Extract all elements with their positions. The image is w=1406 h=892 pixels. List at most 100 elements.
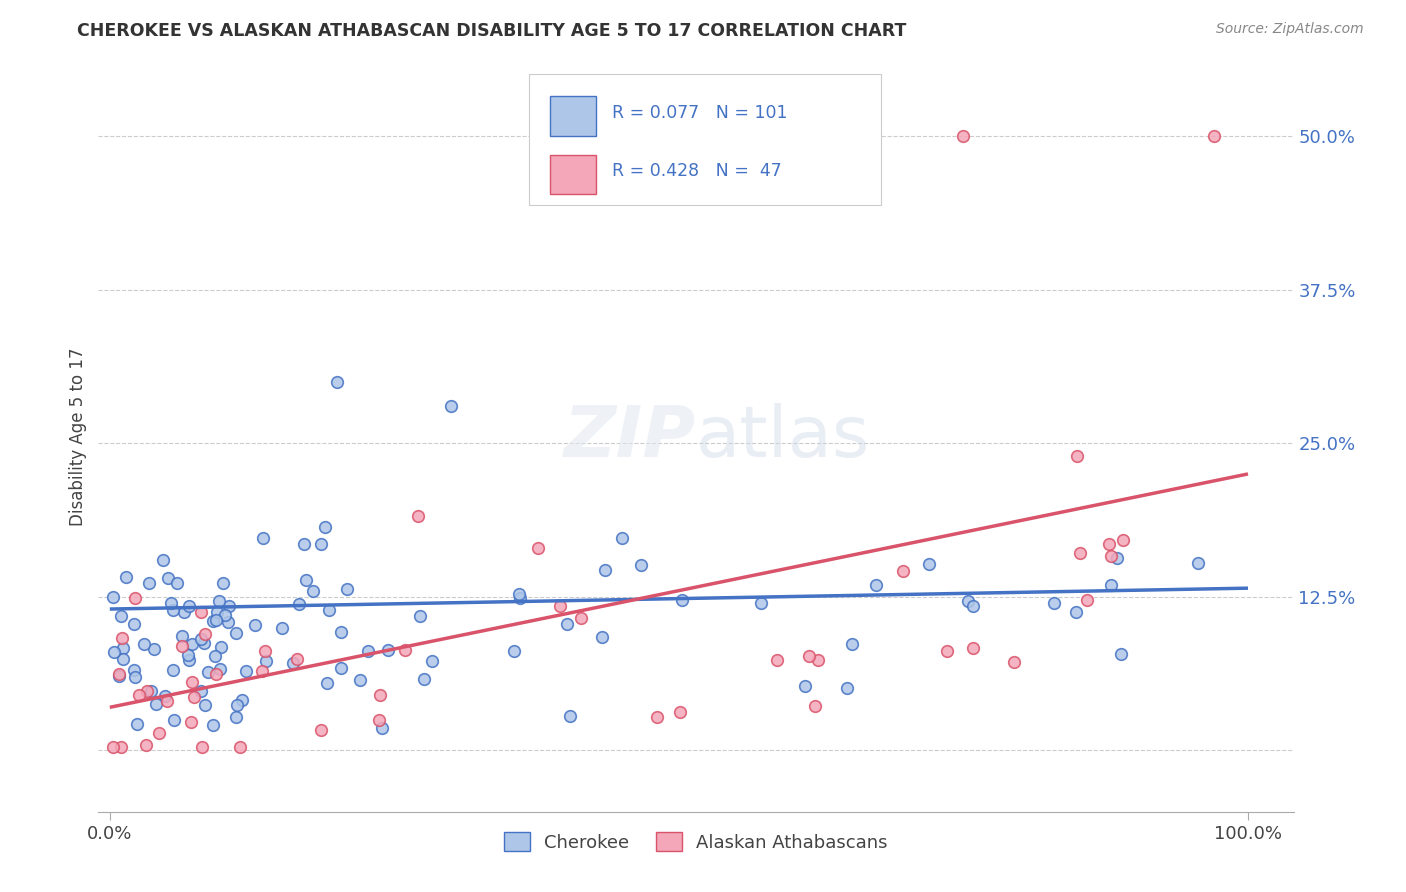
Point [229, 739, 252, 754]
Point [1105, 550, 1128, 565]
Point [349, 673, 371, 688]
Point [108, 666, 131, 681]
Point [962, 640, 984, 655]
Text: R = 0.428   N =  47: R = 0.428 N = 47 [613, 162, 782, 180]
FancyBboxPatch shape [550, 155, 596, 194]
Point [749, 596, 772, 610]
Point [295, 574, 318, 588]
Point [527, 541, 550, 555]
Point [190, 683, 212, 698]
Point [956, 593, 979, 607]
Point [112, 640, 135, 655]
Point [201, 718, 224, 732]
Point [110, 739, 132, 754]
Point [253, 644, 276, 658]
Point [797, 648, 820, 663]
Text: R = 0.077   N = 101: R = 0.077 N = 101 [613, 103, 787, 121]
Point [156, 571, 179, 585]
Point [671, 593, 693, 607]
Point [122, 664, 145, 678]
Point [420, 654, 443, 668]
Point [166, 576, 188, 591]
Point [111, 651, 134, 665]
Point [569, 611, 592, 625]
Point [440, 400, 463, 414]
Point [865, 578, 887, 592]
Point [122, 617, 145, 632]
Point [225, 698, 247, 713]
Point [918, 557, 941, 571]
Point [209, 640, 232, 655]
Point [193, 636, 215, 650]
Point [1098, 536, 1121, 550]
Point [952, 129, 974, 144]
Point [212, 575, 235, 590]
Point [177, 599, 200, 613]
Point [135, 683, 157, 698]
Point [103, 590, 125, 604]
Point [314, 520, 336, 534]
Point [1066, 449, 1088, 463]
Point [837, 681, 859, 695]
Point [159, 596, 181, 610]
Point [204, 648, 226, 663]
Y-axis label: Disability Age 5 to 17: Disability Age 5 to 17 [69, 348, 87, 526]
Point [409, 609, 432, 624]
Point [217, 615, 239, 629]
Point [593, 563, 616, 577]
Point [205, 613, 228, 627]
Point [124, 591, 146, 606]
Point [197, 665, 219, 679]
Point [152, 553, 174, 567]
Text: CHEROKEE VS ALASKAN ATHABASCAN DISABILITY AGE 5 TO 17 CORRELATION CHART: CHEROKEE VS ALASKAN ATHABASCAN DISABILIT… [77, 22, 907, 40]
Point [156, 694, 179, 708]
Point [103, 739, 125, 754]
Point [183, 690, 205, 704]
Point [231, 693, 253, 707]
Point [225, 710, 247, 724]
Point [315, 676, 337, 690]
Point [548, 599, 571, 613]
Point [256, 654, 278, 668]
Point [669, 706, 692, 720]
Point [252, 531, 274, 545]
Point [128, 688, 150, 702]
Point [162, 603, 184, 617]
Point [610, 532, 633, 546]
Point [413, 672, 436, 686]
Point [180, 637, 202, 651]
Point [558, 708, 581, 723]
Point [793, 680, 815, 694]
Point [1111, 647, 1133, 661]
Point [1187, 556, 1209, 570]
Point [194, 627, 217, 641]
Point [555, 616, 578, 631]
Point [201, 614, 224, 628]
Point [302, 584, 325, 599]
FancyBboxPatch shape [529, 74, 882, 205]
Point [205, 666, 228, 681]
Point [250, 664, 273, 678]
Point [357, 643, 380, 657]
Point [285, 652, 308, 666]
Point [287, 598, 309, 612]
Point [190, 632, 212, 647]
Point [135, 738, 157, 752]
Point [225, 626, 247, 640]
Point [807, 653, 830, 667]
Text: atlas: atlas [696, 402, 870, 472]
Point [270, 621, 292, 635]
Point [368, 688, 391, 702]
Point [329, 661, 352, 675]
Point [803, 699, 825, 714]
Point [1076, 593, 1098, 607]
Point [841, 637, 863, 651]
Point [1112, 533, 1135, 548]
Point [1202, 129, 1225, 144]
Point [176, 648, 198, 663]
Point [139, 683, 162, 698]
Point [153, 689, 176, 703]
Point [162, 663, 184, 677]
Point [1099, 578, 1122, 592]
Point [108, 669, 131, 683]
